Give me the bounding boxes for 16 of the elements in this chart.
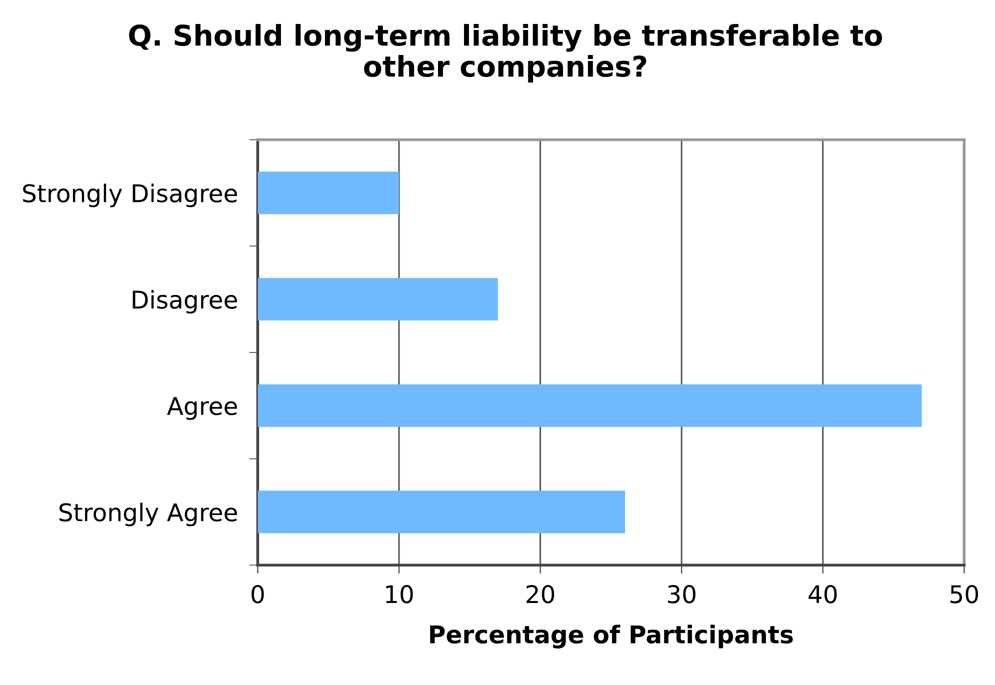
y-tick-label: Strongly Disagree [23, 184, 237, 208]
y-tick-label: Agree [167, 397, 237, 420]
x-tick-label: 50 [950, 585, 978, 604]
bar [258, 278, 498, 321]
y-tick-label: Strongly Agree [59, 502, 237, 526]
x-tick-label: 0 [252, 585, 264, 604]
x-axis-title: Percentage of Participants [430, 624, 793, 648]
x-tick-label: 30 [668, 585, 696, 604]
bar [258, 384, 922, 427]
y-tick-label: Disagree [132, 290, 237, 314]
x-tick-label: 10 [386, 585, 413, 604]
bar [258, 490, 626, 534]
x-tick-label: 20 [526, 585, 554, 604]
x-tick-label: 40 [808, 585, 837, 604]
chart-title: Q. Should long-term liability be transferable to other companies? [129, 24, 882, 83]
bar [258, 172, 399, 214]
